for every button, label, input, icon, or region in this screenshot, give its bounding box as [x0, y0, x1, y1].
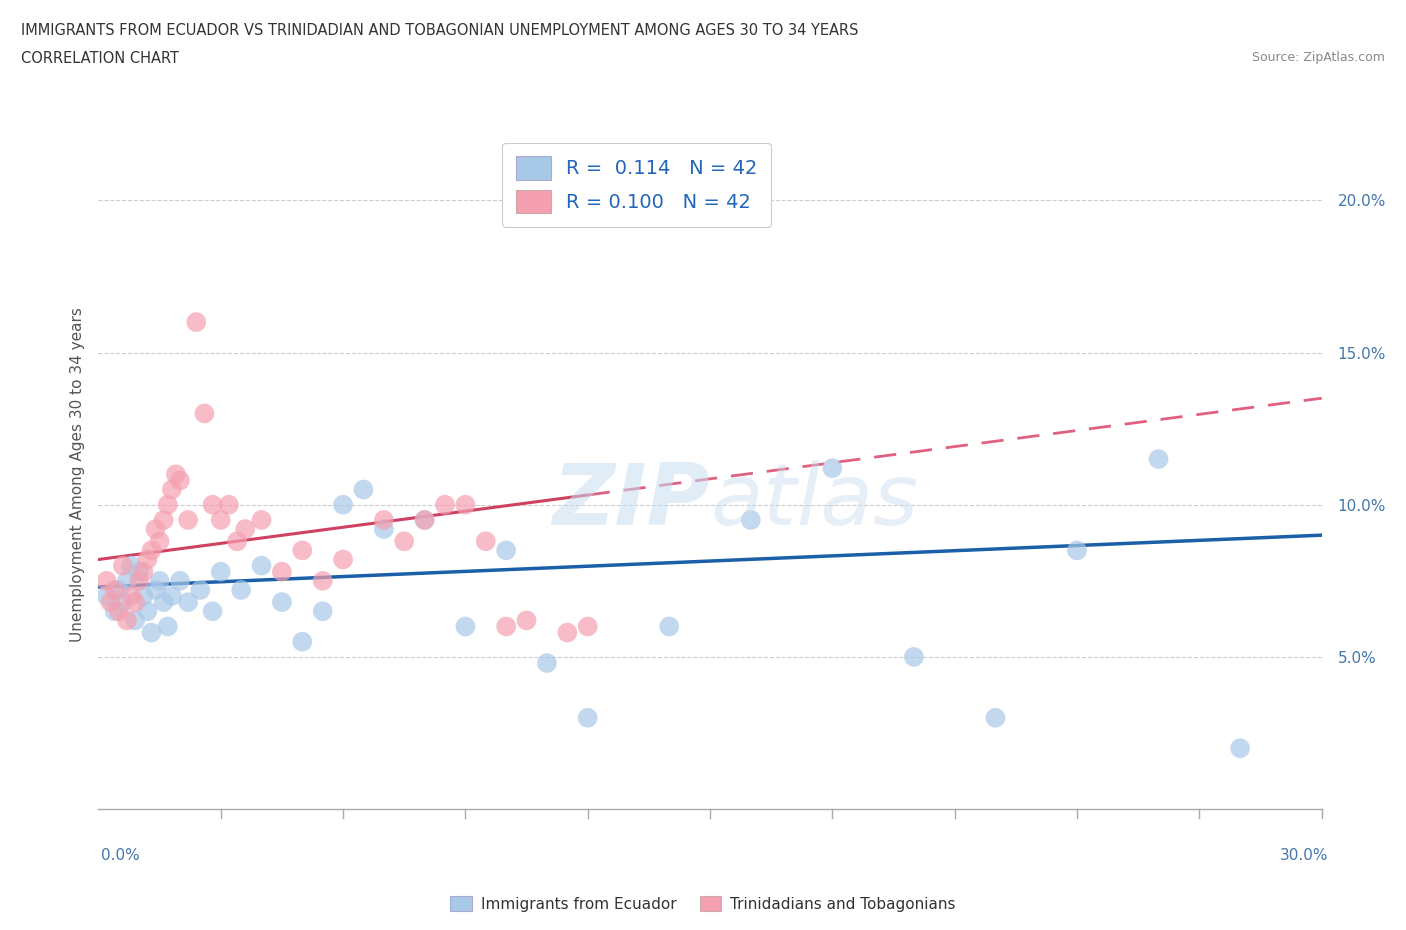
- Point: [160, 482, 183, 497]
- Point: [111, 558, 134, 573]
- Text: 30.0%: 30.0%: [1281, 848, 1329, 863]
- Point: [1229, 741, 1251, 756]
- Point: [209, 565, 232, 579]
- Point: [120, 558, 142, 573]
- Point: [226, 534, 249, 549]
- Point: [141, 543, 163, 558]
- Point: [100, 594, 122, 609]
- Point: [555, 625, 579, 640]
- Point: [984, 711, 1007, 725]
- Point: [128, 565, 150, 579]
- Point: [165, 467, 187, 482]
- Legend: Immigrants from Ecuador, Trinidadians and Tobagonians: Immigrants from Ecuador, Trinidadians an…: [444, 889, 962, 918]
- Point: [111, 594, 134, 609]
- Point: [115, 574, 138, 589]
- Point: [903, 649, 925, 664]
- Point: [96, 589, 118, 604]
- Point: [1147, 452, 1170, 467]
- Point: [352, 482, 374, 497]
- Point: [120, 589, 142, 604]
- Text: 0.0%: 0.0%: [101, 848, 141, 863]
- Point: [104, 604, 127, 618]
- Point: [104, 582, 127, 597]
- Point: [132, 565, 155, 579]
- Point: [124, 594, 146, 609]
- Text: IMMIGRANTS FROM ECUADOR VS TRINIDADIAN AND TOBAGONIAN UNEMPLOYMENT AMONG AGES 30: IMMIGRANTS FROM ECUADOR VS TRINIDADIAN A…: [21, 23, 859, 38]
- Point: [149, 574, 172, 589]
- Point: [108, 582, 131, 597]
- Point: [152, 512, 174, 527]
- Point: [233, 522, 256, 537]
- Point: [250, 512, 273, 527]
- Point: [96, 574, 118, 589]
- Point: [145, 582, 167, 597]
- Point: [149, 534, 172, 549]
- Point: [270, 594, 294, 609]
- Point: [392, 534, 416, 549]
- Point: [231, 582, 253, 597]
- Point: [454, 619, 477, 634]
- Point: [312, 604, 335, 618]
- Point: [193, 406, 215, 421]
- Point: [332, 552, 354, 567]
- Point: [495, 619, 517, 634]
- Point: [413, 512, 436, 527]
- Point: [188, 582, 212, 597]
- Point: [312, 574, 335, 589]
- Point: [821, 460, 844, 475]
- Point: [516, 613, 538, 628]
- Point: [115, 613, 138, 628]
- Point: [576, 711, 599, 725]
- Point: [156, 498, 179, 512]
- Point: [740, 512, 762, 527]
- Point: [209, 512, 232, 527]
- Point: [413, 512, 436, 527]
- Point: [201, 604, 224, 618]
- Point: [536, 656, 558, 671]
- Point: [454, 498, 477, 512]
- Point: [291, 634, 314, 649]
- Point: [128, 574, 150, 589]
- Text: CORRELATION CHART: CORRELATION CHART: [21, 51, 179, 66]
- Point: [658, 619, 681, 634]
- Point: [132, 589, 155, 604]
- Point: [201, 498, 224, 512]
- Point: [156, 619, 179, 634]
- Legend: R =  0.114   N = 42, R = 0.100   N = 42: R = 0.114 N = 42, R = 0.100 N = 42: [502, 142, 772, 227]
- Text: atlas: atlas: [710, 459, 918, 542]
- Text: Source: ZipAtlas.com: Source: ZipAtlas.com: [1251, 51, 1385, 64]
- Point: [108, 604, 131, 618]
- Point: [169, 473, 191, 488]
- Text: ZIP: ZIP: [553, 459, 710, 542]
- Point: [495, 543, 517, 558]
- Point: [332, 498, 354, 512]
- Point: [136, 604, 159, 618]
- Point: [136, 552, 159, 567]
- Point: [373, 522, 395, 537]
- Point: [177, 512, 200, 527]
- Point: [124, 613, 146, 628]
- Point: [186, 314, 208, 329]
- Point: [141, 625, 163, 640]
- Point: [177, 594, 200, 609]
- Point: [474, 534, 498, 549]
- Point: [1066, 543, 1088, 558]
- Point: [373, 512, 395, 527]
- Point: [218, 498, 240, 512]
- Point: [169, 574, 191, 589]
- Point: [270, 565, 294, 579]
- Y-axis label: Unemployment Among Ages 30 to 34 years: Unemployment Among Ages 30 to 34 years: [69, 307, 84, 642]
- Point: [291, 543, 314, 558]
- Point: [576, 619, 599, 634]
- Point: [250, 558, 273, 573]
- Point: [145, 522, 167, 537]
- Point: [152, 594, 174, 609]
- Point: [160, 589, 183, 604]
- Point: [434, 498, 457, 512]
